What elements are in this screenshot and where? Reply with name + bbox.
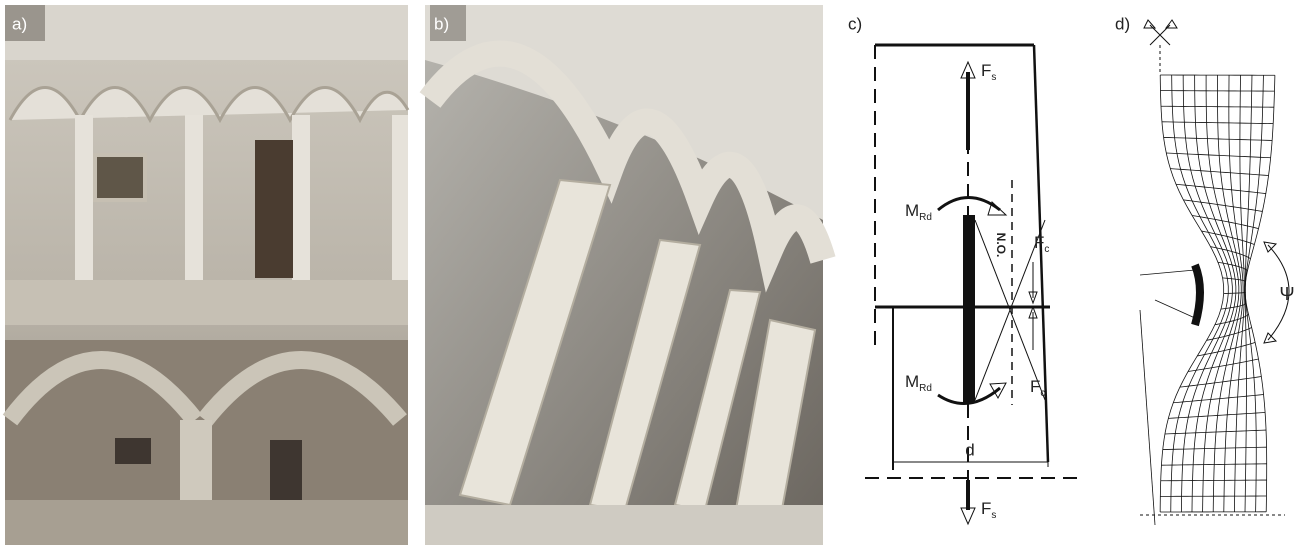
force-label: Fs <box>981 499 996 520</box>
panel-label: a) <box>12 14 27 33</box>
moment-label: MRd <box>905 201 932 222</box>
mesh-line <box>1245 75 1263 512</box>
panel-label: c) <box>848 14 862 33</box>
force-label: Fc <box>1034 233 1049 254</box>
mesh-line <box>1170 169 1268 176</box>
force-label: Fs <box>981 61 996 82</box>
diagram-d: d) Ψ <box>1115 14 1295 525</box>
mesh-line <box>1140 270 1195 275</box>
mesh-line <box>1176 184 1266 193</box>
force-symbol: F <box>981 61 991 80</box>
photo-a: a) <box>5 5 408 545</box>
moment-subscript: Rd <box>919 212 932 223</box>
mesh-line <box>1168 412 1265 418</box>
force-subscript: s <box>991 510 996 521</box>
figure: a) b) c) Fs MRd Fc N.O. MRd Fc d Fs d) Ψ <box>0 0 1312 546</box>
diagram-c: c) Fs MRd Fc N.O. MRd Fc d Fs <box>848 14 1085 524</box>
mesh-line <box>1183 200 1262 212</box>
mesh-line <box>1165 430 1266 434</box>
moment-label: MRd <box>905 372 932 393</box>
force-subscript: c <box>1044 244 1049 255</box>
force-symbol: F <box>981 499 991 518</box>
angle-label: Ψ <box>1279 284 1294 304</box>
panel-label: d) <box>1115 14 1130 33</box>
mesh-line <box>1224 292 1246 293</box>
force-label: Fc <box>1030 377 1045 398</box>
mesh-line <box>1155 300 1195 318</box>
force-symbol: F <box>1034 233 1044 252</box>
moment-symbol: M <box>905 201 919 220</box>
force-symbol: F <box>1030 377 1040 396</box>
mesh-line <box>1245 75 1252 512</box>
mesh-line <box>1160 75 1224 512</box>
panel-label: b) <box>434 14 449 33</box>
lever-arm-label: d <box>965 440 974 459</box>
mesh-line <box>1223 278 1246 282</box>
force-subscript: c <box>1040 388 1045 399</box>
photo-b: b) <box>425 5 823 545</box>
moment-symbol: M <box>905 372 919 391</box>
moment-subscript: Rd <box>919 383 932 394</box>
mesh-line <box>1173 395 1263 403</box>
mesh-line <box>1140 310 1155 525</box>
force-subscript: s <box>991 72 996 83</box>
neutral-axis-label: N.O. <box>994 233 1008 258</box>
mesh-line <box>1192 215 1258 228</box>
mesh-line <box>1166 153 1270 158</box>
